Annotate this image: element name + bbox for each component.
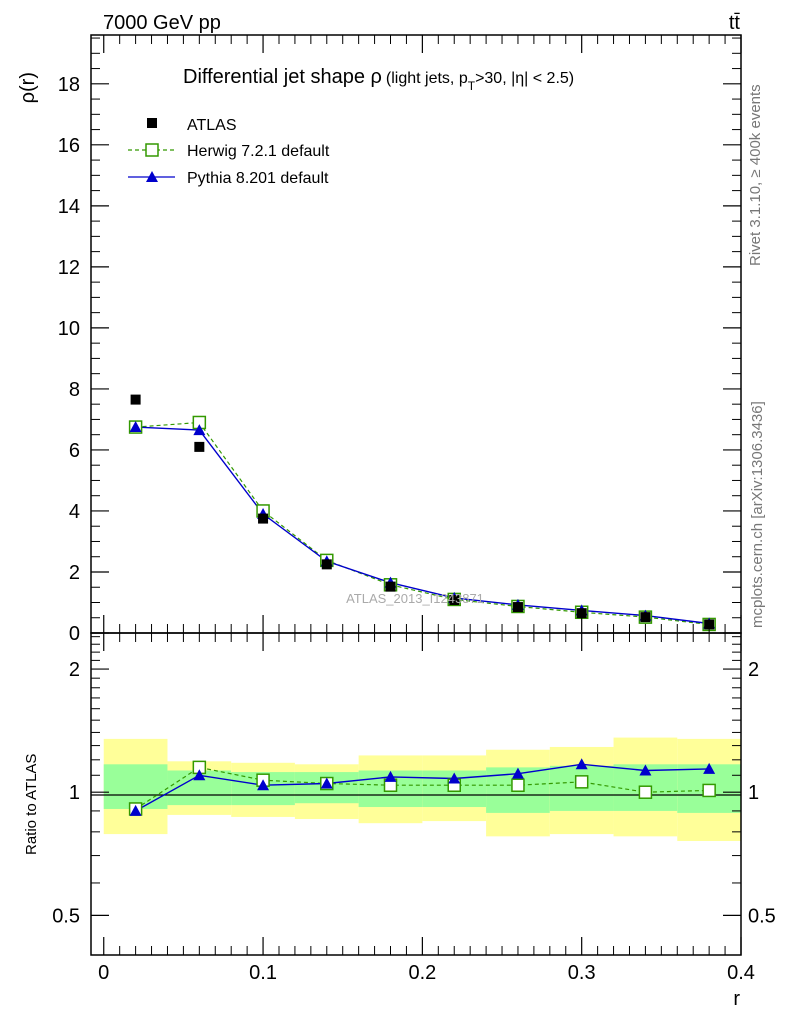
header-energy-label: 7000 GeV pp: [103, 12, 221, 34]
legend-label-pythia: Pythia 8.201 default: [187, 170, 329, 187]
main-ytick-label: 8: [69, 379, 80, 401]
ratio-ytick-label-left: 1: [69, 782, 80, 804]
plot-title-sub-rest: >30, |η| < 2.5): [475, 70, 574, 87]
ratio-pythia-line: [135, 763, 710, 812]
main-ytick-label: 0: [69, 623, 80, 645]
ratio-ytick-label-left: 0.5: [52, 905, 80, 927]
atlas-point: [258, 513, 269, 524]
main-ytick-label: 14: [58, 196, 80, 218]
ratio-pythia-point: [639, 764, 652, 776]
ratio-pythia-point: [129, 804, 142, 816]
xtick-label: 0.4: [727, 962, 755, 984]
legend-marker-herwig: [145, 143, 159, 157]
xtick-label: 0.3: [568, 962, 596, 984]
pythia-line: [135, 426, 710, 625]
legend: ATLAS Herwig 7.2.1 default Pythia 8.201 …: [128, 117, 330, 187]
main-plot-data: [128, 394, 716, 632]
ratio-ylabel: Ratio to ATLAS: [23, 754, 40, 855]
ratio-pythia-point: [320, 777, 333, 789]
header-process-label: tt̄: [729, 12, 741, 34]
main-ytick-label: 16: [58, 135, 80, 157]
main-plot-ticks: 0 2 4 6 8 10 12 14 16 18: [58, 35, 742, 645]
pythia-point: [193, 424, 206, 436]
ratio-pythia-point: [193, 769, 206, 781]
plot-title-subscript: T: [468, 79, 476, 93]
ratio-plot-ticks: 0.5 0.5 1 1 2 2 0 0.1 0.2 0.3 0.4: [52, 633, 776, 984]
atlas-point: [512, 602, 523, 613]
ratio-plot-frame: [90, 632, 742, 956]
xtick-label: 0.1: [249, 962, 277, 984]
main-ytick-label: 2: [69, 562, 80, 584]
main-ytick-label: 4: [69, 501, 80, 523]
legend-marker-atlas: [147, 118, 157, 128]
rivet-label: Rivet 3.1.10, ≥ 400k events: [747, 84, 764, 266]
herwig-line: [135, 421, 710, 626]
plot-title: Differential jet shape ρ (light jets, pT>…: [183, 66, 574, 93]
main-ytick-label: 6: [69, 440, 80, 462]
ratio-herwig-point: [702, 783, 716, 798]
ratio-herwig-point: [638, 785, 653, 799]
ratio-herwig-line: [135, 766, 710, 810]
atlas-point: [194, 441, 205, 452]
main-ytick-label: 18: [58, 74, 80, 96]
ratio-herwig-point: [511, 778, 525, 792]
mcplots-label: mcplots.cern.ch [arXiv:1306.3436]: [749, 401, 766, 628]
legend-label-atlas: ATLAS: [187, 117, 237, 134]
ratio-plot-panel: 0.5 0.5 1 1 2 2 0 0.1 0.2 0.3 0.4 Ratio to ATLAS r: [23, 632, 776, 1010]
atlas-point: [130, 394, 141, 405]
ratio-ytick-label-right: 1: [748, 782, 759, 804]
pythia-point: [129, 421, 142, 433]
legend-label-herwig: Herwig 7.2.1 default: [187, 143, 330, 160]
xtick-label: 0.2: [408, 962, 436, 984]
ratio-pythia-point: [384, 770, 397, 782]
atlas-point: [640, 612, 651, 623]
main-plot-panel: 0 2 4 6 8 10 12 14 16 18 ρ(r) ATLAS_2013_I1243871…: [17, 34, 742, 645]
ratio-ytick-label-right: 2: [748, 659, 759, 681]
band-inner: [103, 764, 168, 809]
atlas-point: [576, 608, 587, 619]
plot-title-sub: (light jets, p: [386, 70, 468, 87]
ratio-ytick-label-left: 2: [69, 659, 80, 681]
atlas-point: [449, 595, 460, 606]
ratio-pythia-point: [703, 762, 716, 774]
ratio-ytick-label-right: 0.5: [748, 905, 776, 927]
ratio-pythia-point: [511, 767, 524, 779]
atlas-point: [321, 559, 332, 570]
plot-title-main: Differential jet shape ρ: [183, 66, 382, 88]
ratio-pythia-point: [448, 772, 461, 784]
main-ylabel: ρ(r): [17, 72, 39, 103]
ratio-pythia-point: [575, 758, 588, 770]
ratio-pythia-point: [257, 779, 270, 791]
main-ytick-label: 10: [58, 318, 80, 340]
watermark: ATLAS_2013_I1243871: [346, 591, 484, 606]
atlas-point: [385, 581, 396, 592]
main-ytick-label: 12: [58, 257, 80, 279]
ratio-plot-data: [128, 758, 716, 816]
ratio-herwig-point: [574, 775, 589, 789]
xtick-label: 0: [98, 962, 109, 984]
xlabel: r: [733, 988, 740, 1010]
legend-marker-pythia: [146, 171, 158, 182]
